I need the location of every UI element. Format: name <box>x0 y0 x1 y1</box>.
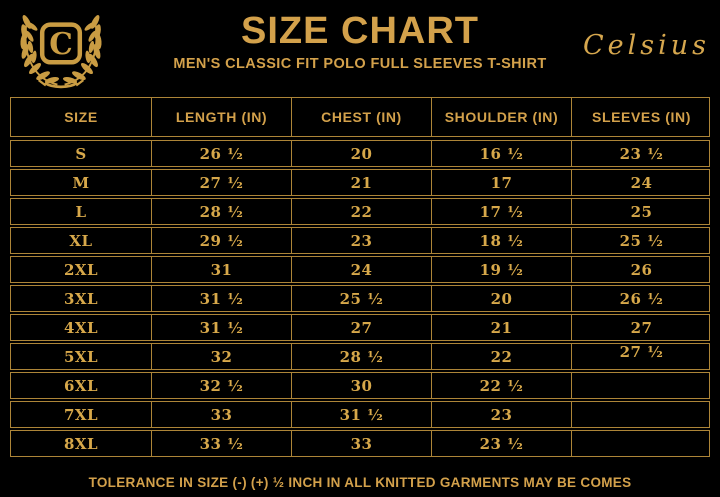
size-cell: L <box>75 202 87 221</box>
length-cell: 28 ½ <box>151 199 291 224</box>
shoulder-cell: 16 ½ <box>431 141 571 166</box>
header-cell-size: SIZE <box>64 109 98 125</box>
table-row: M 27 ½ 21 17 24 <box>10 169 710 196</box>
length-cell: 33 <box>151 402 291 427</box>
sleeves-cell: 26 <box>571 257 711 282</box>
size-cell: 3XL <box>63 289 99 308</box>
header-cell-length: LENGTH (IN) <box>151 98 291 136</box>
length-cell: 26 ½ <box>151 141 291 166</box>
shoulder-cell: 18 ½ <box>431 228 571 253</box>
sleeves-cell: 24 <box>571 170 711 195</box>
table-row: 7XL 33 31 ½ 23 <box>10 401 710 428</box>
length-cell: 29 ½ <box>151 228 291 253</box>
size-cell: 5XL <box>63 347 99 366</box>
shoulder-cell: 21 <box>431 315 571 340</box>
table-row: 6XL 32 ½ 30 22 ½ <box>10 372 710 399</box>
chest-cell: 30 <box>291 373 431 398</box>
sleeves-cell: 27 ½ <box>571 343 711 369</box>
sleeves-cell: 27 <box>571 315 711 340</box>
shoulder-cell: 22 <box>431 344 571 369</box>
chest-cell: 27 <box>291 315 431 340</box>
table-row: XL 29 ½ 23 18 ½ 25 ½ <box>10 227 710 254</box>
size-table: SIZE LENGTH (IN) CHEST (IN) SHOULDER (IN… <box>10 97 710 459</box>
chest-cell: 33 <box>291 431 431 456</box>
table-row: 5XL 32 28 ½ 22 27 ½ <box>10 343 710 370</box>
brand-name: Celsius <box>582 30 710 61</box>
length-cell: 31 ½ <box>151 286 291 311</box>
size-cell: 7XL <box>63 405 99 424</box>
table-row: 3XL 31 ½ 25 ½ 20 26 ½ <box>10 285 710 312</box>
page-title: SIZE CHART <box>241 10 479 52</box>
chest-cell: 25 ½ <box>291 286 431 311</box>
chest-cell: 24 <box>291 257 431 282</box>
sleeves-cell <box>571 402 711 427</box>
shoulder-cell: 23 <box>431 402 571 427</box>
length-cell: 32 ½ <box>151 373 291 398</box>
shoulder-cell: 22 ½ <box>431 373 571 398</box>
laurel-wreath-logo-icon: C <box>18 12 104 89</box>
size-cell: 6XL <box>63 376 99 395</box>
page-subtitle: MEN'S CLASSIC FIT POLO FULL SLEEVES T-SH… <box>173 56 547 72</box>
sleeves-cell: 23 ½ <box>571 141 711 166</box>
sleeves-cell: 26 ½ <box>571 286 711 311</box>
length-cell: 31 ½ <box>151 315 291 340</box>
logo-letter: C <box>49 26 73 61</box>
chest-cell: 31 ½ <box>291 402 431 427</box>
size-cell: 2XL <box>63 260 99 279</box>
table-header-row: SIZE LENGTH (IN) CHEST (IN) SHOULDER (IN… <box>10 97 710 137</box>
shoulder-cell: 23 ½ <box>431 431 571 456</box>
header-cell-shoulder: SHOULDER (IN) <box>431 98 571 136</box>
size-cell: M <box>72 173 90 192</box>
header-cell-chest: CHEST (IN) <box>291 98 431 136</box>
table-row: 4XL 31 ½ 27 21 27 <box>10 314 710 341</box>
table-row: L 28 ½ 22 17 ½ 25 <box>10 198 710 225</box>
length-cell: 32 <box>151 344 291 369</box>
title-block: SIZE CHART MEN'S CLASSIC FIT POLO FULL S… <box>0 10 720 72</box>
chest-cell: 28 ½ <box>291 344 431 369</box>
table-row: S 26 ½ 20 16 ½ 23 ½ <box>10 140 710 167</box>
size-cell: XL <box>69 231 93 250</box>
sleeves-cell <box>571 373 711 398</box>
chest-cell: 22 <box>291 199 431 224</box>
chest-cell: 21 <box>291 170 431 195</box>
table-row: 2XL 31 24 19 ½ 26 <box>10 256 710 283</box>
sleeves-cell: 25 ½ <box>571 228 711 253</box>
sleeves-cell <box>571 431 711 456</box>
shoulder-cell: 17 <box>431 170 571 195</box>
header-cell-sleeves: SLEEVES (IN) <box>571 98 711 136</box>
shoulder-cell: 17 ½ <box>431 199 571 224</box>
length-cell: 31 <box>151 257 291 282</box>
length-cell: 27 ½ <box>151 170 291 195</box>
sleeves-cell: 25 <box>571 199 711 224</box>
chest-cell: 20 <box>291 141 431 166</box>
table-row: 8XL 33 ½ 33 23 ½ <box>10 430 710 457</box>
size-cell: 4XL <box>63 318 99 337</box>
shoulder-cell: 19 ½ <box>431 257 571 282</box>
size-cell: S <box>75 144 87 163</box>
length-cell: 33 ½ <box>151 431 291 456</box>
size-cell: 8XL <box>63 434 99 453</box>
shoulder-cell: 20 <box>431 286 571 311</box>
table-body: S 26 ½ 20 16 ½ 23 ½ M 27 ½ 21 17 24 L 28… <box>10 140 710 457</box>
chest-cell: 23 <box>291 228 431 253</box>
tolerance-note: TOLERANCE IN SIZE (-) (+) ½ INCH IN ALL … <box>88 475 632 490</box>
